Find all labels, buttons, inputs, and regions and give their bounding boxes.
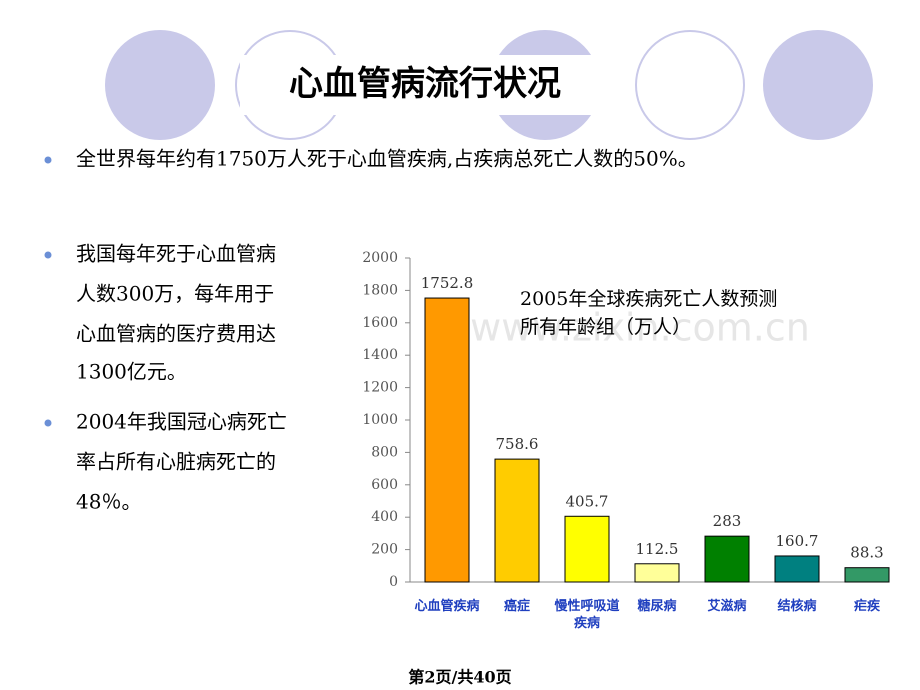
data-label: 112.5 [636, 540, 679, 558]
bullet-text: 率占所有心脏病死亡的 [76, 450, 276, 474]
x-tick-label: 结核病 [777, 599, 817, 614]
bullet-text: 1300亿元。 [76, 360, 187, 384]
x-tick-label: 心血管疾病 [414, 599, 480, 614]
bullet-text: 48％。 [76, 490, 141, 514]
deco-circle [105, 30, 215, 140]
data-label: 758.6 [496, 435, 539, 453]
y-tick-label: 1200 [362, 380, 398, 396]
deco-circle [763, 30, 873, 140]
bullet-dot [44, 156, 52, 164]
y-tick-label: 1000 [362, 412, 398, 428]
y-tick-label: 600 [371, 477, 398, 493]
y-tick-label: 0 [389, 574, 398, 590]
data-label: 405.7 [566, 492, 609, 510]
y-tick-label: 200 [371, 542, 398, 558]
data-label: 283 [713, 512, 742, 530]
slide-title: 心血管病流行状况 [289, 64, 561, 104]
x-tick-label: 艾滋病 [707, 599, 747, 614]
data-label: 1752.8 [421, 274, 474, 292]
x-tick-label: 癌症 [503, 599, 530, 614]
footer: 第2页/共40页 [408, 668, 511, 687]
bar [494, 458, 540, 583]
y-tick-label: 1400 [362, 347, 398, 363]
y-tick-label: 2000 [362, 250, 398, 266]
bar [564, 515, 610, 583]
bar [774, 555, 820, 583]
deco-circle [635, 30, 745, 140]
bar [634, 563, 680, 583]
bar [844, 567, 890, 583]
bullet-dot [44, 251, 52, 259]
chart-title: 所有年龄组（万人） [520, 316, 691, 338]
title-box [240, 55, 605, 115]
y-tick-label: 1600 [362, 315, 398, 331]
bar [704, 535, 750, 583]
data-label: 160.7 [776, 532, 819, 550]
y-tick-label: 400 [371, 509, 398, 525]
bullet-text: 2004年我国冠心病死亡 [76, 410, 287, 434]
x-tick-label: 慢性呼吸道疾病 [554, 599, 620, 631]
bar [424, 297, 470, 583]
watermark: www.zixin.com.cn [470, 306, 810, 350]
y-tick-label: 1800 [362, 282, 398, 298]
bullet-text: 我国每年死于心血管病 [76, 242, 276, 266]
x-tick-label: 糖尿病 [637, 599, 677, 614]
y-tick-label: 800 [371, 444, 398, 460]
bullet-text: 全世界每年约有1750万人死于心血管疾病,占疾病总死亡人数的50%。 [76, 147, 698, 171]
chart-title: 2005年全球疾病死亡人数预测 [520, 288, 777, 310]
bullet-dot [44, 419, 52, 427]
x-tick-label: 疟疾 [853, 599, 880, 614]
bullet-text: 人数300万，每年用于 [76, 282, 274, 306]
data-label: 88.3 [850, 544, 883, 562]
bullet-text: 心血管病的医疗费用达 [76, 322, 276, 346]
